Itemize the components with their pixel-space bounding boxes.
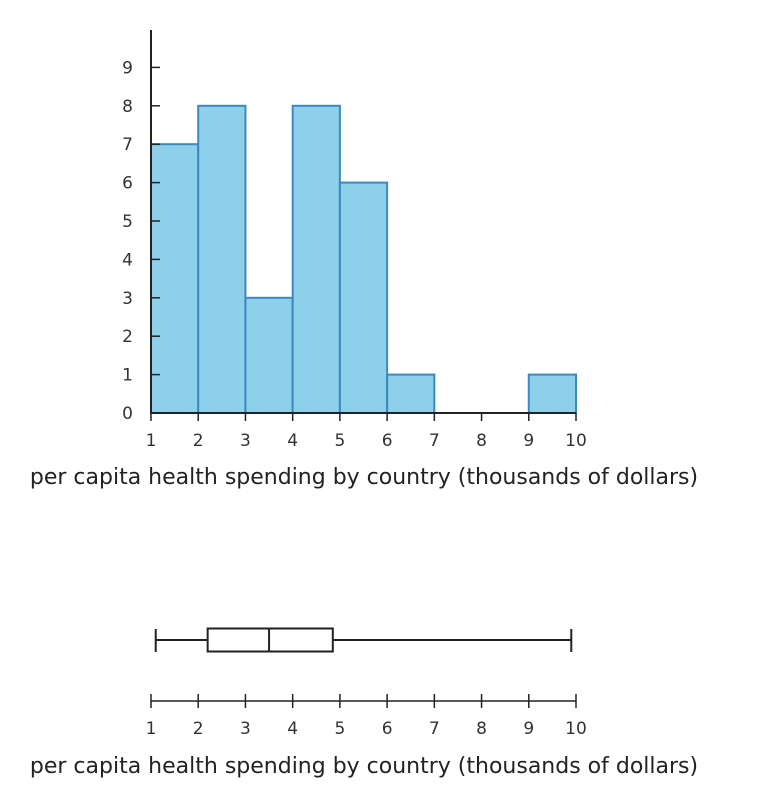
histogram-x-tick-label: 6 [382, 431, 393, 451]
boxplot-x-tick-label: 3 [240, 719, 251, 739]
boxplot-x-tick-label: 9 [523, 719, 534, 739]
histogram-x-tick-label: 9 [523, 431, 534, 451]
boxplot-x-tick-label: 4 [287, 719, 298, 739]
histogram-x-tick-label: 1 [146, 431, 157, 451]
histogram-y-tick-label: 9 [122, 58, 133, 78]
boxplot-x-tick-label: 8 [476, 719, 487, 739]
histogram-y-tick-label: 5 [122, 212, 133, 232]
boxplot-shape [154, 627, 573, 653]
histogram-x-tick-label: 7 [429, 431, 440, 451]
histogram-bar [527, 373, 577, 415]
histogram-y-tick-label: 2 [122, 327, 133, 347]
histogram-y-tick-label: 0 [122, 404, 133, 424]
histogram-bar [386, 373, 436, 415]
histogram-bar [150, 143, 200, 414]
histogram-x-tick-label: 10 [565, 431, 587, 451]
boxplot-box [206, 627, 334, 653]
histogram-y-tick-label: 6 [122, 174, 133, 194]
histogram-y-tick-label: 8 [122, 97, 133, 117]
boxplot-x-tick-label: 6 [382, 719, 393, 739]
boxplot-chart: 1 2 3 4 5 6 7 8 9 10 per capita health spending b… [30, 627, 698, 779]
boxplot-x-tick-label: 10 [565, 719, 587, 739]
histogram-x-tick-label: 5 [334, 431, 345, 451]
histogram-bar [197, 104, 247, 415]
histogram-y-tick-label: 7 [122, 135, 133, 155]
histogram-x-tick-label: 8 [476, 431, 487, 451]
histogram-y-tick-label: 3 [122, 289, 133, 309]
histogram-x-tick-label: 3 [240, 431, 251, 451]
boxplot-x-axis-title: per capita health spending by country (t… [30, 754, 698, 779]
histogram-bars [150, 104, 577, 415]
boxplot-x-tick-label: 2 [193, 719, 204, 739]
histogram-y-ticks: 0 1 2 3 4 5 6 7 8 9 [122, 58, 160, 424]
histogram-bar [291, 104, 341, 415]
boxplot-x-tick-label: 5 [334, 719, 345, 739]
histogram-bar [338, 181, 389, 414]
histogram-x-ticks: 1 2 3 4 5 6 7 8 9 10 [146, 413, 587, 451]
histogram-y-tick-label: 4 [122, 250, 133, 270]
histogram-bar [244, 296, 294, 414]
boxplot-x-tick-label: 7 [429, 719, 440, 739]
histogram-x-axis-title: per capita health spending by country (t… [30, 465, 698, 490]
boxplot-x-tick-label: 1 [146, 719, 157, 739]
histogram-x-tick-label: 2 [193, 431, 204, 451]
boxplot-x-ticks: 1 2 3 4 5 6 7 8 9 10 [146, 694, 587, 739]
histogram-y-tick-label: 1 [122, 366, 133, 386]
histogram-x-tick-label: 4 [287, 431, 298, 451]
